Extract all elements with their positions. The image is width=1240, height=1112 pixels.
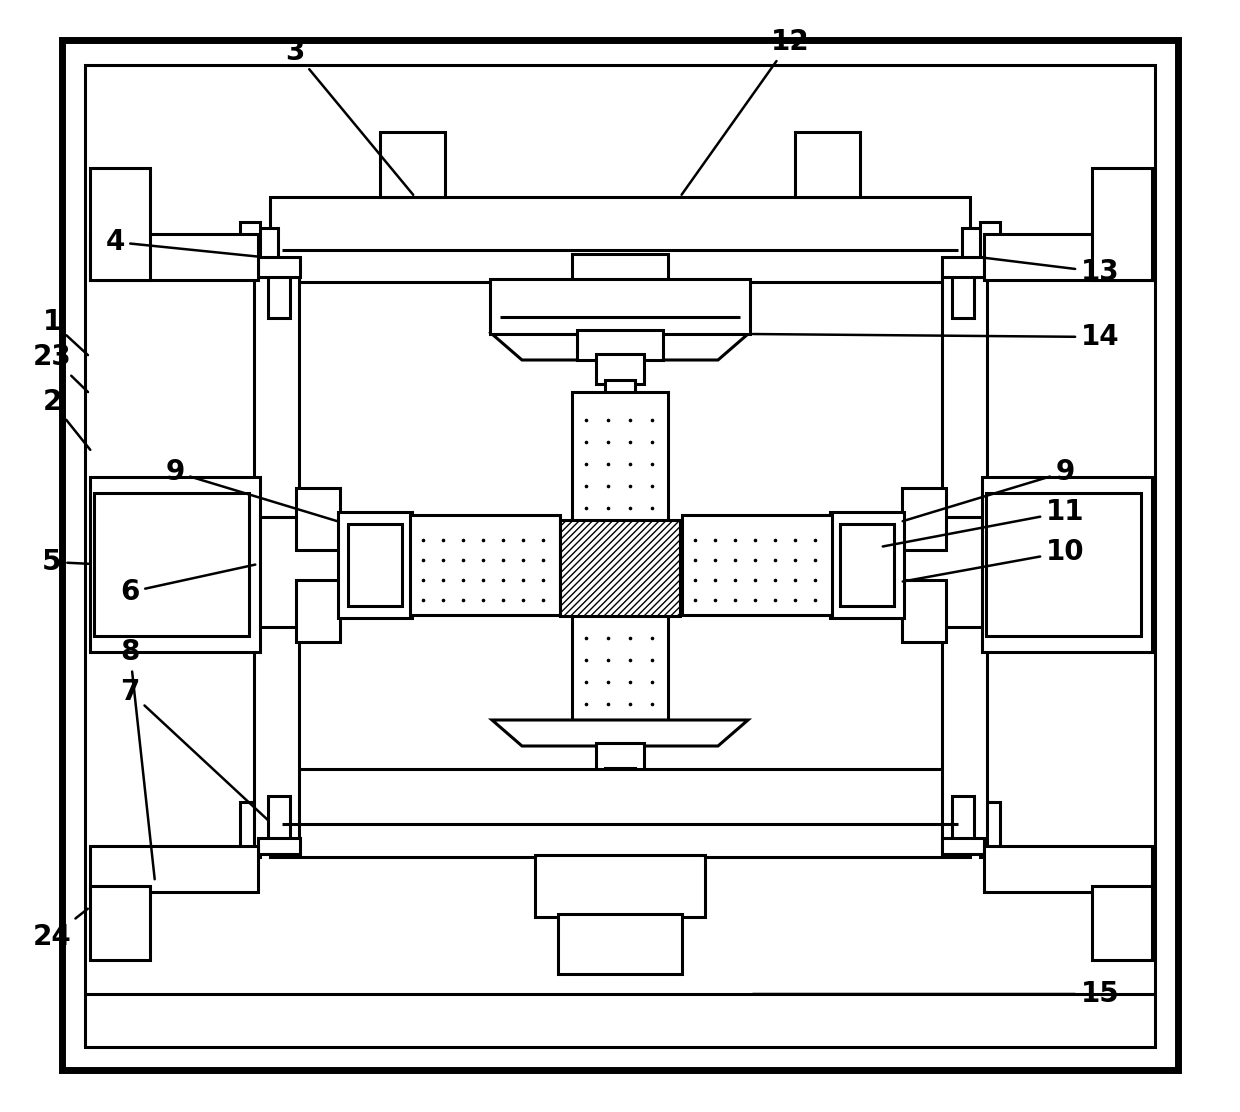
Text: 2: 2 <box>42 388 91 450</box>
Bar <box>985 846 1152 892</box>
Bar <box>982 477 1152 652</box>
Bar <box>490 279 750 334</box>
Text: 5: 5 <box>42 548 91 576</box>
Bar <box>268 270 290 318</box>
Bar <box>339 512 412 618</box>
Bar <box>410 515 560 615</box>
Text: 13: 13 <box>981 257 1120 286</box>
Bar <box>560 520 680 616</box>
Bar <box>596 354 644 384</box>
Bar <box>268 796 290 844</box>
Bar <box>91 477 260 652</box>
Bar <box>91 234 258 280</box>
Bar <box>1092 886 1152 960</box>
Text: 24: 24 <box>32 909 88 951</box>
Bar <box>980 802 999 857</box>
Bar <box>795 132 861 197</box>
Text: 4: 4 <box>105 228 259 257</box>
Bar <box>901 580 946 642</box>
Bar <box>241 802 260 857</box>
Polygon shape <box>492 719 748 746</box>
Bar <box>942 838 985 854</box>
Bar <box>682 515 832 615</box>
Bar <box>572 614 668 719</box>
Bar <box>534 855 706 917</box>
Bar <box>986 493 1141 636</box>
Bar <box>258 838 300 854</box>
Bar <box>86 64 1154 1048</box>
Bar <box>270 197 970 282</box>
Text: 14: 14 <box>753 322 1120 351</box>
Text: 11: 11 <box>883 498 1084 546</box>
Bar <box>270 770 970 857</box>
Text: 9: 9 <box>165 458 337 522</box>
Text: 1: 1 <box>42 308 88 355</box>
Bar <box>577 330 663 360</box>
Text: 7: 7 <box>120 678 268 821</box>
Bar <box>296 580 340 642</box>
Bar <box>839 524 894 606</box>
Text: 8: 8 <box>120 638 155 880</box>
Bar <box>348 524 402 606</box>
Text: 23: 23 <box>32 342 88 393</box>
Text: 15: 15 <box>753 980 1120 1007</box>
Text: 9: 9 <box>903 458 1075 522</box>
Bar <box>962 802 992 844</box>
Bar <box>91 886 150 960</box>
Bar <box>952 270 973 318</box>
Bar <box>605 380 635 394</box>
Bar <box>248 228 278 270</box>
Bar <box>942 627 987 852</box>
Text: 6: 6 <box>120 565 255 606</box>
Bar <box>962 228 992 270</box>
Text: 12: 12 <box>682 28 810 195</box>
Bar <box>952 796 973 844</box>
Bar <box>379 132 445 197</box>
Bar <box>830 512 904 618</box>
Bar <box>94 493 249 636</box>
Bar <box>572 254 668 282</box>
Bar <box>605 768 635 784</box>
Bar <box>296 488 340 550</box>
Text: 3: 3 <box>285 38 413 195</box>
Bar <box>980 222 999 277</box>
Bar <box>942 277 987 517</box>
Bar <box>942 257 985 277</box>
Polygon shape <box>492 334 748 360</box>
Bar <box>91 846 258 892</box>
Bar <box>241 222 260 277</box>
Bar <box>91 168 150 280</box>
Text: 10: 10 <box>903 538 1084 582</box>
Bar <box>258 257 300 277</box>
Bar <box>1092 168 1152 280</box>
Bar <box>596 743 644 770</box>
Bar <box>985 234 1152 280</box>
Bar <box>572 393 668 524</box>
Bar <box>254 627 299 852</box>
Bar <box>254 277 299 517</box>
Bar <box>248 802 278 844</box>
Bar <box>901 488 946 550</box>
Bar <box>558 914 682 974</box>
